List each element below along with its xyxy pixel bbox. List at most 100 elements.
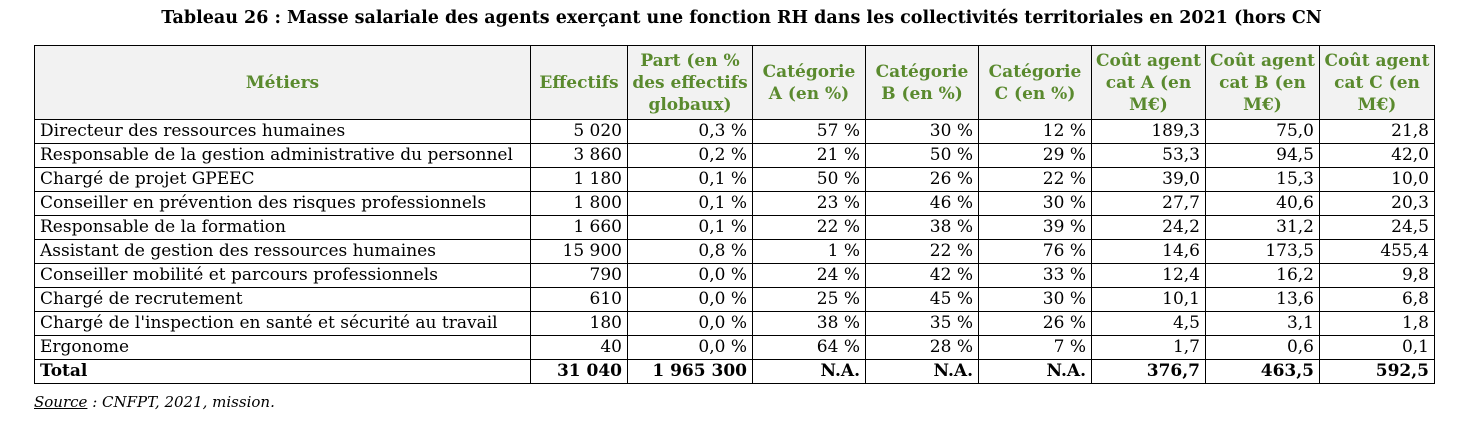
source-text: : CNFPT, 2021, mission. <box>87 393 275 411</box>
table-row: Responsable de la gestion administrative… <box>34 143 1435 168</box>
value-cell: 376,7 <box>1091 359 1206 384</box>
value-cell: 40 <box>530 335 628 360</box>
row-label-cell: Chargé de projet GPEEC <box>34 167 531 192</box>
table-row: Assistant de gestion des ressources huma… <box>34 239 1435 264</box>
value-cell: 0,1 % <box>627 167 753 192</box>
value-cell: 33 % <box>978 263 1092 288</box>
value-cell: 38 % <box>865 215 979 240</box>
header-part: Part (en % des effectifs globaux) <box>627 45 753 120</box>
value-cell: 50 % <box>752 167 866 192</box>
value-cell: 592,5 <box>1319 359 1435 384</box>
row-label-cell: Ergonome <box>34 335 531 360</box>
row-label-cell: Responsable de la formation <box>34 215 531 240</box>
value-cell: N.A. <box>978 359 1092 384</box>
value-cell: 0,0 % <box>627 335 753 360</box>
value-cell: 30 % <box>865 119 979 144</box>
header-row: Métiers Effectifs Part (en % des effecti… <box>34 45 1435 120</box>
value-cell: 46 % <box>865 191 979 216</box>
data-table: Métiers Effectifs Part (en % des effecti… <box>34 45 1435 384</box>
value-cell: 45 % <box>865 287 979 312</box>
value-cell: 5 020 <box>530 119 628 144</box>
value-cell: 6,8 <box>1319 287 1435 312</box>
value-cell: 173,5 <box>1205 239 1320 264</box>
row-label-cell: Directeur des ressources humaines <box>34 119 531 144</box>
header-cout-a: Coût agent cat A (en M€) <box>1091 45 1206 120</box>
value-cell: 16,2 <box>1205 263 1320 288</box>
value-cell: 3,1 <box>1205 311 1320 336</box>
value-cell: 1 965 300 <box>627 359 753 384</box>
header-cat-c: Catégorie C (en %) <box>978 45 1092 120</box>
value-cell: 22 % <box>978 167 1092 192</box>
value-cell: 1 180 <box>530 167 628 192</box>
value-cell: 1 660 <box>530 215 628 240</box>
table-row: Conseiller en prévention des risques pro… <box>34 191 1435 216</box>
row-label-cell: Conseiller mobilité et parcours professi… <box>34 263 531 288</box>
table-row: Ergonome 40 0,0 % 64 % 28 % 7 % 1,7 0,6 0,1 <box>34 335 1435 360</box>
value-cell: 29 % <box>978 143 1092 168</box>
value-cell: 24 % <box>752 263 866 288</box>
value-cell: 0,8 % <box>627 239 753 264</box>
value-cell: 42,0 <box>1319 143 1435 168</box>
value-cell: 50 % <box>865 143 979 168</box>
header-cat-b: Catégorie B (en %) <box>865 45 979 120</box>
value-cell: 28 % <box>865 335 979 360</box>
value-cell: 23 % <box>752 191 866 216</box>
value-cell: 57 % <box>752 119 866 144</box>
total-row: Total 31 040 1 965 300 N.A. N.A. N.A. 376,7 463… <box>34 359 1435 384</box>
value-cell: 26 % <box>865 167 979 192</box>
value-cell: 94,5 <box>1205 143 1320 168</box>
value-cell: 12 % <box>978 119 1092 144</box>
table-row: Directeur des ressources humaines 5 020 0,… <box>34 119 1435 144</box>
source-note: Source : CNFPT, 2021, mission. <box>34 393 275 411</box>
value-cell: 455,4 <box>1319 239 1435 264</box>
value-cell: 14,6 <box>1091 239 1206 264</box>
value-cell: 1 % <box>752 239 866 264</box>
value-cell: 30 % <box>978 191 1092 216</box>
value-cell: 12,4 <box>1091 263 1206 288</box>
header-cat-a: Catégorie A (en %) <box>752 45 866 120</box>
value-cell: 0,2 % <box>627 143 753 168</box>
value-cell: 53,3 <box>1091 143 1206 168</box>
value-cell: 31,2 <box>1205 215 1320 240</box>
value-cell: N.A. <box>865 359 979 384</box>
header-cout-b: Coût agent cat B (en M€) <box>1205 45 1320 120</box>
value-cell: 0,0 % <box>627 263 753 288</box>
value-cell: 10,1 <box>1091 287 1206 312</box>
header-cout-c: Coût agent cat C (en M€) <box>1319 45 1435 120</box>
value-cell: 10,0 <box>1319 167 1435 192</box>
table-row: Responsable de la formation 1 660 0,1 % 22 … <box>34 215 1435 240</box>
value-cell: 1,7 <box>1091 335 1206 360</box>
value-cell: 3 860 <box>530 143 628 168</box>
value-cell: 42 % <box>865 263 979 288</box>
row-label-cell: Responsable de la gestion administrative… <box>34 143 531 168</box>
value-cell: 0,3 % <box>627 119 753 144</box>
value-cell: 38 % <box>752 311 866 336</box>
value-cell: 13,6 <box>1205 287 1320 312</box>
value-cell: 0,1 % <box>627 191 753 216</box>
value-cell: 463,5 <box>1205 359 1320 384</box>
row-label-cell: Total <box>34 359 531 384</box>
table-row: Chargé de l'inspection en santé et sécur… <box>34 311 1435 336</box>
row-label-cell: Chargé de l'inspection en santé et sécur… <box>34 311 531 336</box>
value-cell: 30 % <box>978 287 1092 312</box>
value-cell: 189,3 <box>1091 119 1206 144</box>
value-cell: 25 % <box>752 287 866 312</box>
value-cell: 24,5 <box>1319 215 1435 240</box>
value-cell: 40,6 <box>1205 191 1320 216</box>
value-cell: 26 % <box>978 311 1092 336</box>
value-cell: 610 <box>530 287 628 312</box>
value-cell: 24,2 <box>1091 215 1206 240</box>
value-cell: 21 % <box>752 143 866 168</box>
source-label: Source <box>34 393 88 411</box>
value-cell: 21,8 <box>1319 119 1435 144</box>
value-cell: 0,0 % <box>627 287 753 312</box>
value-cell: 15,3 <box>1205 167 1320 192</box>
value-cell: 22 % <box>865 239 979 264</box>
value-cell: 7 % <box>978 335 1092 360</box>
row-label-cell: Assistant de gestion des ressources huma… <box>34 239 531 264</box>
table-title: Tableau 26 : Masse salariale des agents … <box>161 8 1322 28</box>
value-cell: 0,1 <box>1319 335 1435 360</box>
table-row: Conseiller mobilité et parcours professi… <box>34 263 1435 288</box>
value-cell: 35 % <box>865 311 979 336</box>
value-cell: 180 <box>530 311 628 336</box>
